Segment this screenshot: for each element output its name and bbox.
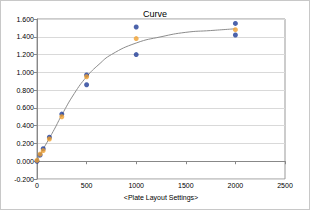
svg-text:1.600: 1.600 [16, 16, 34, 23]
svg-text:1.200: 1.200 [16, 51, 34, 58]
svg-text:0.200: 0.200 [16, 140, 34, 147]
svg-text:1.400: 1.400 [16, 33, 34, 40]
svg-text:0: 0 [35, 182, 39, 189]
svg-text:0.400: 0.400 [16, 122, 34, 129]
svg-text:2000: 2000 [228, 182, 244, 189]
svg-text:Curve: Curve [143, 9, 167, 19]
svg-text:1000: 1000 [128, 182, 144, 189]
svg-text:0.600: 0.600 [16, 104, 34, 111]
svg-text:2500: 2500 [277, 182, 293, 189]
svg-text:1.000: 1.000 [16, 69, 34, 76]
svg-text:1500: 1500 [178, 182, 194, 189]
svg-text:<Plate Layout Settings>: <Plate Layout Settings> [124, 194, 198, 202]
svg-text:0.000: 0.000 [16, 158, 34, 165]
svg-text:500: 500 [81, 182, 93, 189]
svg-text:-0.200: -0.200 [14, 176, 34, 183]
svg-text:0.800: 0.800 [16, 87, 34, 94]
